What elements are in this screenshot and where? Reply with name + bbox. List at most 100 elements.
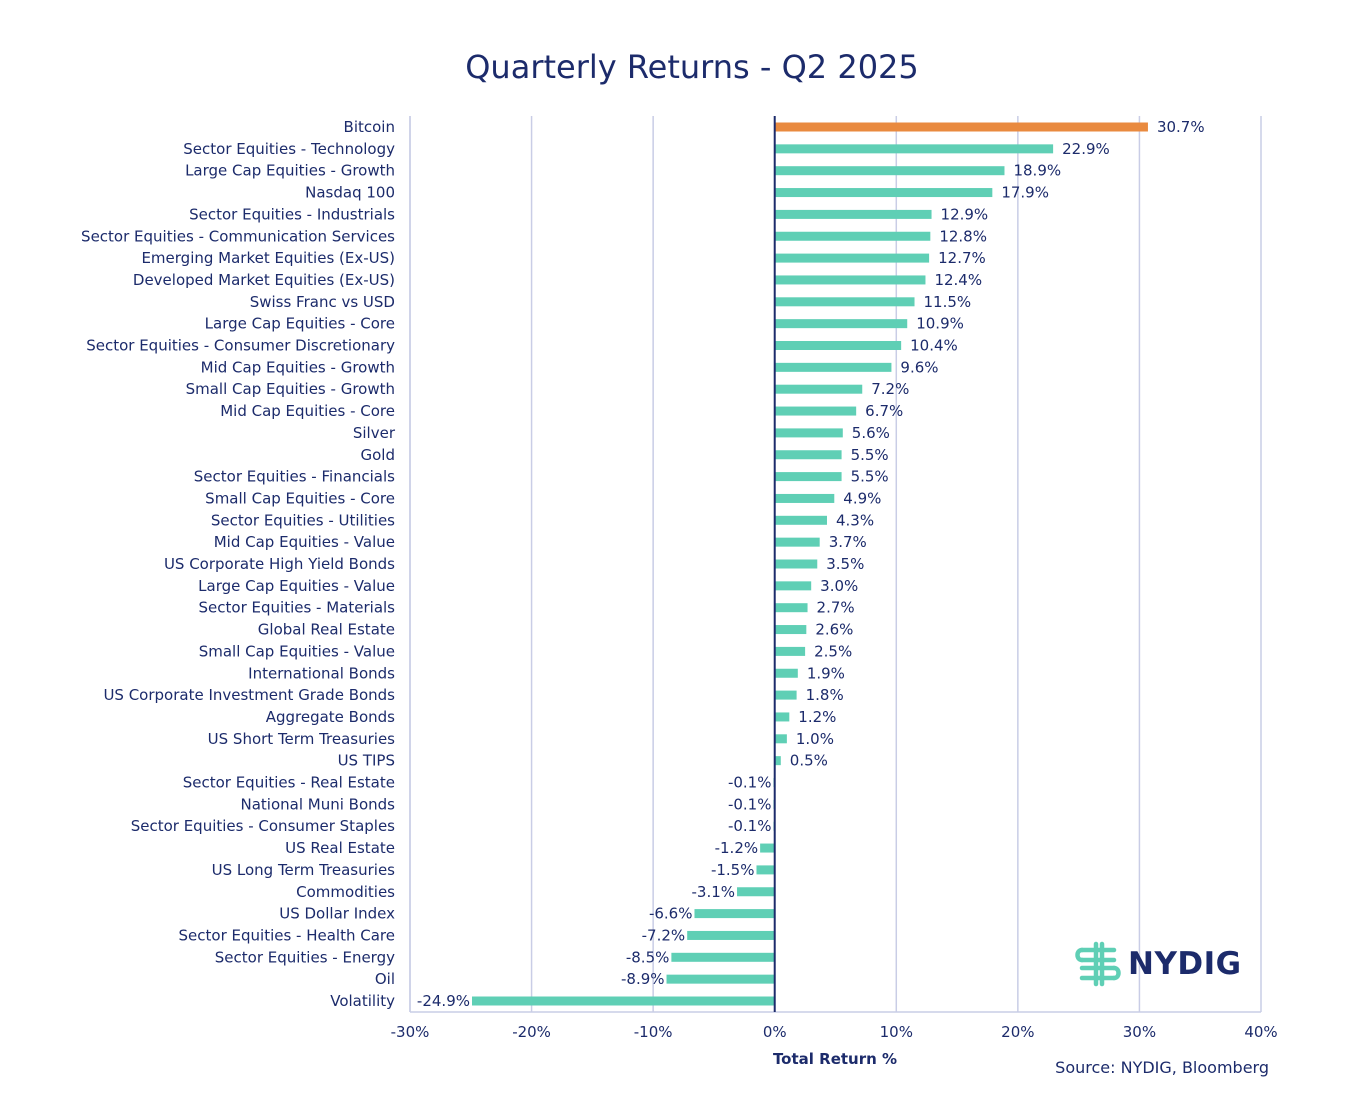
data-label: 11.5% bbox=[924, 293, 972, 311]
x-tick-label: 20% bbox=[1001, 1023, 1034, 1041]
bar bbox=[774, 341, 902, 350]
bar bbox=[774, 472, 842, 482]
logo-text: NYDIG bbox=[1128, 946, 1242, 982]
category-label: US Real Estate bbox=[285, 839, 395, 857]
chart-title: Quarterly Returns - Q2 2025 bbox=[465, 48, 919, 86]
bar bbox=[774, 253, 930, 263]
category-label: Silver bbox=[353, 424, 396, 442]
bar bbox=[774, 188, 993, 198]
category-label: Sector Equities - Consumer Discretionary bbox=[86, 337, 395, 355]
category-label: US Dollar Index bbox=[279, 905, 395, 923]
category-label: Sector Equities - Technology bbox=[183, 140, 395, 158]
data-label: -1.5% bbox=[711, 861, 755, 879]
category-label: Sector Equities - Communication Services bbox=[81, 227, 395, 245]
data-label: 4.9% bbox=[843, 489, 881, 507]
data-label: 5.5% bbox=[851, 468, 889, 486]
x-axis-ticks: -30% -20% -10% 0% 10% 20% 30% 40% bbox=[391, 1023, 1278, 1041]
data-label: 1.2% bbox=[798, 708, 836, 726]
data-label: -24.9% bbox=[417, 992, 470, 1010]
category-label: Sector Equities - Industrials bbox=[189, 205, 395, 223]
data-label: 12.9% bbox=[941, 205, 989, 223]
bar bbox=[774, 384, 863, 394]
category-label: US TIPS bbox=[338, 752, 395, 770]
data-label: -1.2% bbox=[715, 839, 759, 857]
data-label: 1.9% bbox=[807, 664, 845, 682]
x-tick-label: -10% bbox=[634, 1023, 673, 1041]
data-label: 0.5% bbox=[790, 752, 828, 770]
category-label: Sector Equities - Financials bbox=[194, 468, 395, 486]
bar bbox=[774, 122, 1148, 132]
bar bbox=[666, 974, 775, 984]
data-label: 5.6% bbox=[852, 424, 890, 442]
x-tick-label: 30% bbox=[1123, 1023, 1156, 1041]
bar bbox=[774, 450, 842, 460]
bar bbox=[774, 362, 892, 372]
category-label: Volatility bbox=[330, 992, 395, 1010]
category-label: Aggregate Bonds bbox=[266, 708, 395, 726]
nydig-logo-icon bbox=[1075, 941, 1121, 987]
category-label: Nasdaq 100 bbox=[305, 184, 395, 202]
bar bbox=[774, 144, 1054, 154]
category-label: Sector Equities - Health Care bbox=[179, 926, 395, 944]
x-tick-label: -20% bbox=[512, 1023, 551, 1041]
bar bbox=[774, 231, 931, 241]
category-label: Mid Cap Equities - Value bbox=[214, 533, 395, 551]
data-label: 10.9% bbox=[916, 315, 964, 333]
x-tick-label: 40% bbox=[1244, 1023, 1277, 1041]
data-label: 12.8% bbox=[939, 227, 987, 245]
bar bbox=[774, 734, 787, 744]
bar bbox=[774, 756, 781, 766]
bar bbox=[774, 515, 827, 525]
category-label: Sector Equities - Energy bbox=[215, 948, 395, 966]
category-label: Gold bbox=[361, 446, 396, 464]
category-label: Sector Equities - Real Estate bbox=[183, 774, 395, 792]
category-label: Small Cap Equities - Value bbox=[199, 642, 395, 660]
bar bbox=[774, 668, 798, 678]
data-label: 30.7% bbox=[1157, 118, 1205, 136]
category-label: Sector Equities - Materials bbox=[199, 599, 396, 617]
bar bbox=[774, 275, 926, 285]
category-label: Large Cap Equities - Value bbox=[198, 577, 395, 595]
data-label: 4.3% bbox=[836, 511, 874, 529]
bar bbox=[774, 209, 932, 219]
category-label: US Corporate High Yield Bonds bbox=[164, 555, 395, 573]
category-label: Large Cap Equities - Growth bbox=[185, 162, 395, 180]
data-label: 10.4% bbox=[910, 337, 958, 355]
gridlines bbox=[409, 116, 1262, 1013]
category-label: Developed Market Equities (Ex-US) bbox=[133, 271, 395, 289]
bar bbox=[774, 428, 843, 438]
data-label: 22.9% bbox=[1062, 140, 1110, 158]
category-label: International Bonds bbox=[248, 664, 395, 682]
data-label: 2.6% bbox=[815, 621, 853, 639]
bar bbox=[472, 996, 775, 1006]
data-label: 12.7% bbox=[938, 249, 986, 267]
bar bbox=[774, 603, 808, 613]
bar bbox=[774, 625, 807, 635]
bar bbox=[687, 930, 775, 940]
category-label: US Long Term Treasuries bbox=[212, 861, 396, 879]
bar bbox=[774, 581, 812, 591]
category-label: Mid Cap Equities - Growth bbox=[201, 358, 395, 376]
data-label: -8.9% bbox=[621, 970, 665, 988]
bar bbox=[737, 887, 775, 897]
data-label: 17.9% bbox=[1001, 184, 1049, 202]
x-axis-title: Total Return % bbox=[773, 1050, 897, 1068]
category-label: Commodities bbox=[296, 883, 395, 901]
category-label: Small Cap Equities - Growth bbox=[186, 380, 395, 398]
data-label: 3.5% bbox=[826, 555, 864, 573]
category-label: Global Real Estate bbox=[258, 621, 395, 639]
value-labels: 30.7% 22.9%18.9% 17.9% 12.9% 12.8% 12.7% 12.4%… bbox=[417, 118, 1205, 1010]
data-label: 1.0% bbox=[796, 730, 834, 748]
data-label: 3.0% bbox=[820, 577, 858, 595]
bar bbox=[760, 843, 775, 853]
category-label: Small Cap Equities - Core bbox=[205, 489, 395, 507]
category-label: Sector Equities - Consumer Staples bbox=[131, 817, 395, 835]
bars bbox=[472, 116, 1148, 1012]
data-label: 12.4% bbox=[934, 271, 982, 289]
x-tick-label: -30% bbox=[391, 1023, 430, 1041]
data-label: 2.7% bbox=[817, 599, 855, 617]
bar bbox=[774, 712, 790, 722]
data-label: -7.2% bbox=[642, 926, 686, 944]
bar bbox=[774, 406, 857, 416]
